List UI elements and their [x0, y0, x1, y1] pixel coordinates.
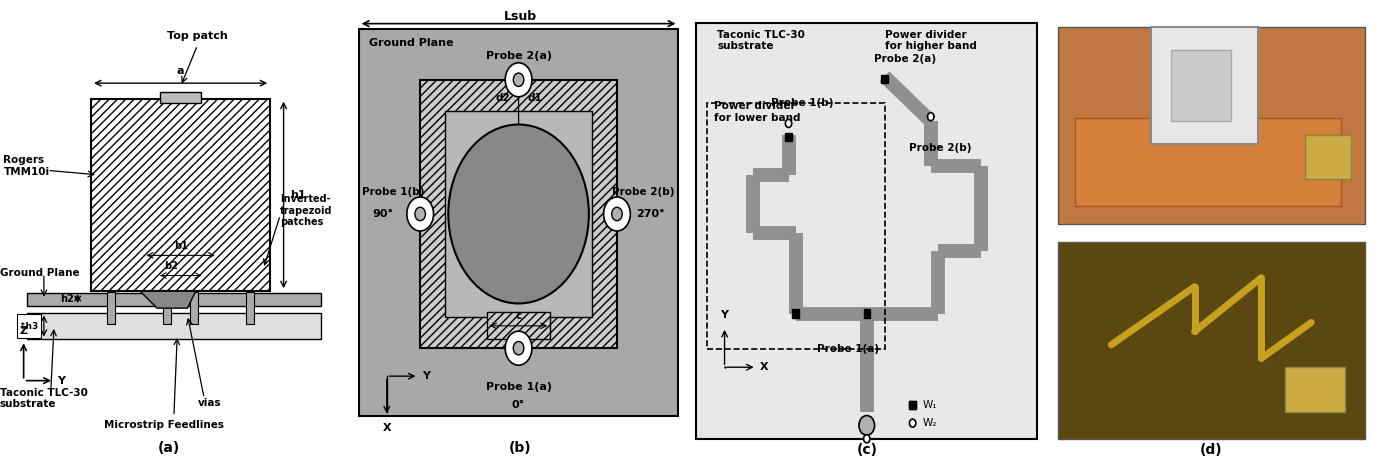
Bar — [707, 103, 885, 350]
Polygon shape — [141, 291, 196, 308]
Text: X: X — [383, 423, 391, 433]
Text: h2: h2 — [61, 294, 74, 303]
Text: W₂: W₂ — [923, 418, 937, 428]
Bar — [1058, 242, 1364, 439]
Circle shape — [927, 113, 934, 121]
Text: Y: Y — [721, 310, 729, 320]
Bar — [909, 401, 916, 409]
Text: b1: b1 — [174, 241, 187, 251]
Text: Taconic TLC-30
substrate: Taconic TLC-30 substrate — [718, 30, 805, 51]
Bar — [1305, 135, 1352, 179]
Circle shape — [448, 124, 588, 303]
Bar — [420, 80, 617, 348]
Text: d3: d3 — [511, 197, 526, 207]
Bar — [245, 293, 254, 324]
Bar — [28, 294, 321, 306]
Circle shape — [864, 435, 870, 443]
Text: W₁: W₁ — [923, 400, 937, 410]
Bar — [864, 309, 870, 317]
Text: Rogers
TMM10i: Rogers TMM10i — [3, 155, 50, 177]
Bar — [91, 99, 270, 291]
Circle shape — [858, 416, 875, 435]
Circle shape — [513, 342, 524, 355]
Text: Ground Plane: Ground Plane — [0, 268, 80, 278]
Text: Inverted-
trapezoid
patches: Inverted- trapezoid patches — [280, 194, 332, 227]
Circle shape — [909, 419, 916, 427]
Text: (c): (c) — [856, 443, 878, 457]
Bar — [107, 293, 116, 324]
FancyBboxPatch shape — [17, 314, 40, 338]
Text: Probe 2(a): Probe 2(a) — [485, 51, 551, 62]
Bar — [1151, 27, 1258, 144]
Text: c: c — [515, 311, 522, 322]
Text: Probe 1(a): Probe 1(a) — [485, 382, 551, 392]
Text: Y: Y — [58, 376, 65, 386]
Circle shape — [612, 207, 623, 221]
Circle shape — [513, 73, 524, 87]
Text: Ground Plane: Ground Plane — [369, 38, 453, 48]
Text: d1: d1 — [528, 93, 542, 103]
Text: Z: Z — [19, 326, 28, 336]
Circle shape — [604, 197, 630, 231]
Text: Taconic TLC-30
substrate: Taconic TLC-30 substrate — [0, 388, 88, 409]
Text: 270°: 270° — [635, 209, 664, 219]
Text: vias: vias — [197, 398, 220, 408]
Text: 0°: 0° — [513, 400, 525, 410]
Text: 90°: 90° — [372, 209, 394, 219]
Bar — [160, 92, 201, 103]
Bar — [190, 293, 198, 324]
Text: a: a — [176, 67, 185, 76]
Text: Power divider
for higher band: Power divider for higher band — [885, 30, 977, 51]
Circle shape — [506, 63, 532, 97]
Circle shape — [407, 197, 434, 231]
Bar — [358, 29, 678, 417]
Text: (a): (a) — [157, 441, 181, 455]
Text: Lsub: Lsub — [504, 9, 537, 22]
Bar — [445, 111, 593, 317]
Text: Power divider
for lower band: Power divider for lower band — [714, 102, 801, 123]
Text: (d): (d) — [1200, 443, 1222, 457]
Circle shape — [415, 207, 426, 221]
Bar — [486, 312, 550, 339]
Text: Probe 1(b): Probe 1(b) — [770, 98, 834, 108]
Text: 180°: 180° — [504, 74, 533, 84]
Text: b3: b3 — [160, 296, 174, 306]
Bar — [792, 309, 799, 317]
Text: ↕h3: ↕h3 — [18, 322, 39, 330]
Text: Probe 2(a): Probe 2(a) — [874, 54, 936, 63]
Text: h3: h3 — [26, 321, 40, 331]
Text: Probe 2(b): Probe 2(b) — [612, 186, 675, 197]
Text: Microstrip Feedlines: Microstrip Feedlines — [103, 420, 223, 431]
Text: X: X — [761, 362, 769, 372]
Bar — [28, 313, 321, 339]
Circle shape — [506, 331, 532, 365]
Text: b2: b2 — [164, 261, 178, 271]
Text: h1: h1 — [291, 190, 306, 200]
Bar — [1058, 27, 1364, 224]
Text: Probe 2(b): Probe 2(b) — [909, 143, 971, 153]
Circle shape — [785, 119, 792, 127]
Text: Y: Y — [422, 371, 430, 381]
Text: d2: d2 — [495, 93, 510, 103]
Text: Probe 1(a): Probe 1(a) — [817, 344, 879, 354]
Bar — [1075, 117, 1341, 206]
Bar — [882, 75, 887, 82]
Text: Top patch: Top patch — [167, 31, 227, 41]
Bar — [785, 133, 792, 141]
Bar — [1284, 367, 1345, 412]
Text: Probe 1(b): Probe 1(b) — [362, 186, 424, 197]
Bar — [1171, 49, 1232, 121]
Bar — [163, 293, 171, 324]
Text: (b): (b) — [508, 441, 532, 455]
Bar — [909, 401, 916, 409]
